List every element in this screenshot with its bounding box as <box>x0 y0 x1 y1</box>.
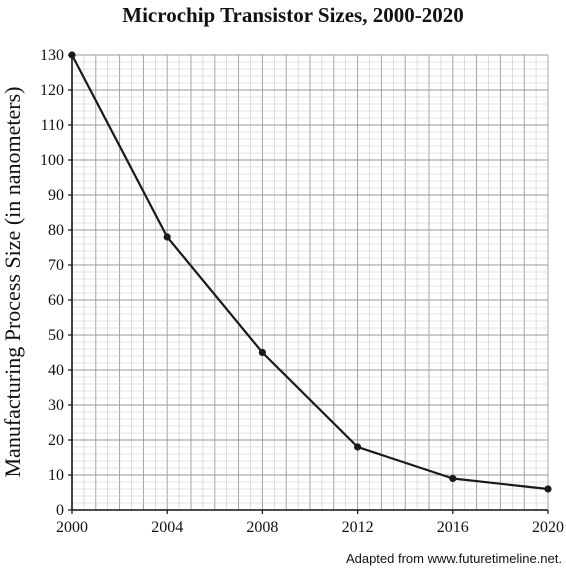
y-tick-label: 90 <box>48 187 64 204</box>
chart-title: Microchip Transistor Sizes, 2000-2020 <box>122 3 463 27</box>
y-tick-label: 40 <box>48 362 64 379</box>
y-tick-label: 20 <box>48 432 64 449</box>
data-point <box>449 474 457 483</box>
y-tick-label: 30 <box>48 397 64 414</box>
series-line <box>71 54 549 491</box>
x-tick-label: 2000 <box>56 519 88 536</box>
y-tick-label: 50 <box>48 327 64 344</box>
axes <box>71 53 548 511</box>
y-tick-label: 60 <box>48 292 64 309</box>
x-tick-label: 2012 <box>342 519 374 536</box>
x-tick-label: 2016 <box>437 519 469 536</box>
y-tick-label: 130 <box>40 47 64 64</box>
data-point <box>258 348 266 357</box>
y-tick-label: 120 <box>40 82 64 99</box>
grid <box>71 54 549 511</box>
y-tick-label: 10 <box>48 467 64 484</box>
x-tick-label: 2004 <box>151 519 183 536</box>
y-tick-label: 0 <box>56 502 64 519</box>
series-layer <box>68 51 552 493</box>
y-axis-label: Manufacturing Process Size (in nanometer… <box>0 87 25 478</box>
x-tick-label: 2020 <box>532 519 564 536</box>
y-tick-label: 70 <box>48 257 64 274</box>
x-tick-labels: 2000 2004 2008 2012 2016 2020 <box>56 510 564 536</box>
data-point <box>68 51 76 59</box>
y-tick-label: 100 <box>40 152 64 169</box>
data-point <box>163 233 171 241</box>
y-tick-labels: 0 10 20 30 40 50 60 70 80 90 100 110 120 130 <box>40 47 72 519</box>
x-tick-label: 2008 <box>246 519 278 536</box>
y-tick-label: 110 <box>41 117 64 134</box>
data-point <box>544 485 552 493</box>
data-point <box>354 443 362 451</box>
source-note: Adapted from www.futuretimeline.net. <box>346 551 562 566</box>
y-tick-label: 80 <box>48 222 64 239</box>
